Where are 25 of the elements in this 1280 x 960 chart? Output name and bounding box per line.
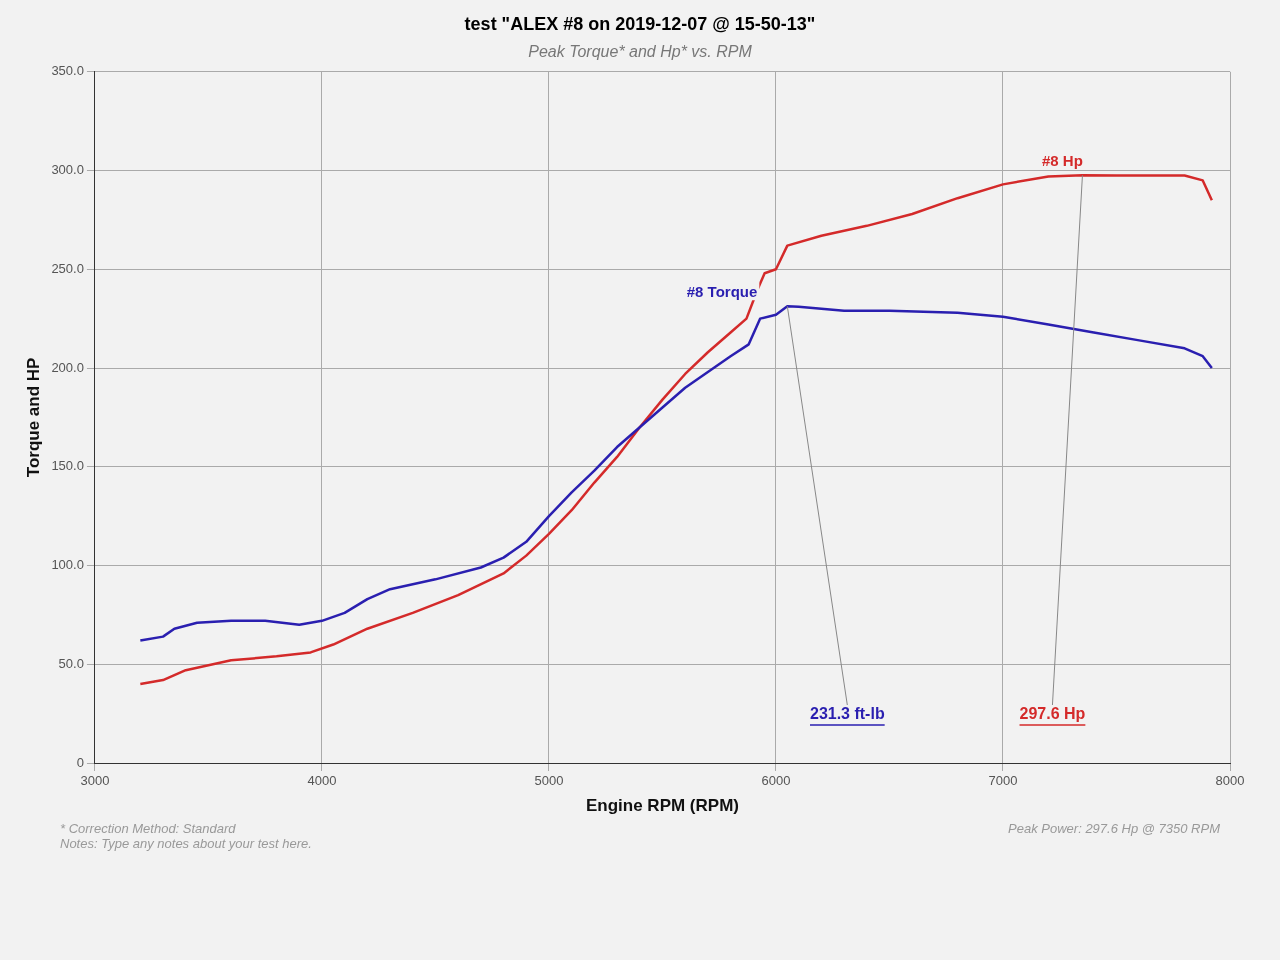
annotation: 231.3 ft-lb xyxy=(809,705,885,723)
y-tick-label: 50.0 xyxy=(58,655,84,671)
x-tick-label: 7000 xyxy=(988,773,1018,789)
y-tick-label: 0 xyxy=(76,754,84,770)
x-tick-label: 3000 xyxy=(80,773,110,789)
series-label: #8 Torque xyxy=(686,282,758,300)
chart-subtitle: Peak Torque* and Hp* vs. RPM xyxy=(527,43,753,61)
text: Peak Power: 297.6 Hp @ 7350 RPM xyxy=(1008,821,1220,836)
text: Notes: Type any notes about your test here. xyxy=(60,836,312,851)
y-tick-label: 150.0 xyxy=(51,458,84,474)
x-tick-label: 5000 xyxy=(534,773,564,789)
y-tick-label: 200.0 xyxy=(51,359,84,375)
x-tick-label: 6000 xyxy=(761,773,791,789)
chart-title: test "ALEX #8 on 2019-12-07 @ 15-50-13" xyxy=(463,14,817,35)
x-tick-label: 8000 xyxy=(1215,773,1245,789)
y-tick-label: 250.0 xyxy=(51,260,84,276)
x-tick-label: 4000 xyxy=(307,773,337,789)
y-tick-label: 100.0 xyxy=(51,557,84,573)
annotation: 297.6 Hp xyxy=(1019,705,1086,723)
x-axis-title: Engine RPM (RPM) xyxy=(585,796,739,816)
y-axis-title: Torque and HP xyxy=(23,357,43,478)
text: * Correction Method: Standard xyxy=(60,821,237,836)
y-tick-label: 350.0 xyxy=(51,63,84,79)
series-label: #8 Hp xyxy=(1042,151,1083,169)
y-tick-label: 300.0 xyxy=(51,162,84,178)
